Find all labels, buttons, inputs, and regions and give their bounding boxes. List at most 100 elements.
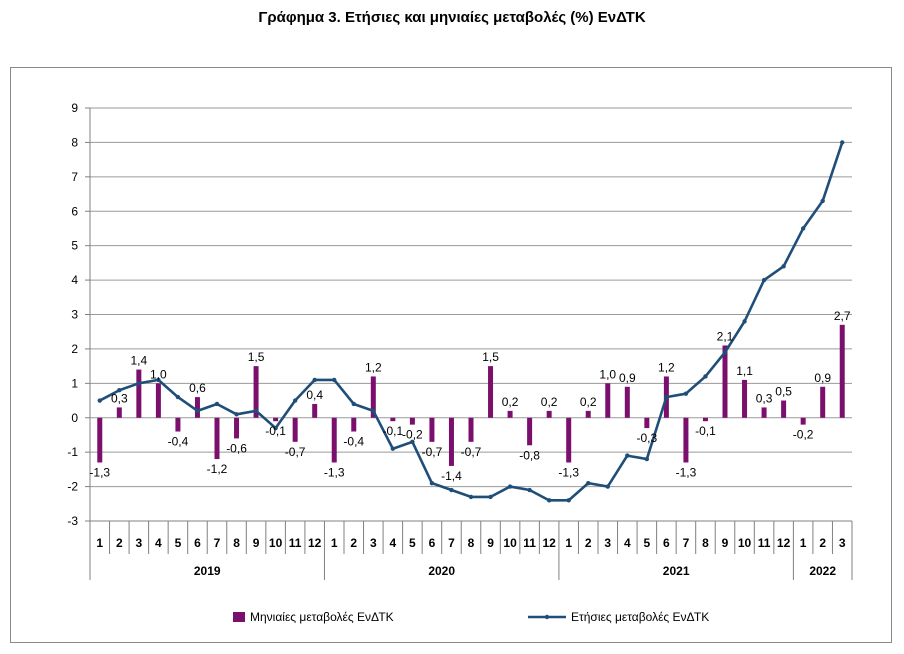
bar-monthly — [839, 324, 845, 418]
line-point — [449, 487, 454, 493]
bar-monthly — [292, 417, 298, 442]
bar-data-label: 1,5 — [248, 350, 265, 364]
bar-monthly — [566, 417, 572, 463]
x-tick-label: 10 — [503, 536, 517, 550]
x-tick-label: 2 — [585, 536, 592, 550]
bar-data-label: 2,1 — [717, 329, 734, 343]
x-tick-label: 1 — [565, 536, 572, 550]
y-tick-label: 6 — [71, 204, 78, 218]
line-point — [703, 374, 708, 379]
x-tick-label: 5 — [644, 536, 651, 550]
y-tick-label: -3 — [67, 514, 78, 528]
x-tick-label: 8 — [702, 536, 709, 550]
bar-monthly — [800, 417, 806, 425]
x-tick-label: 4 — [624, 536, 631, 550]
x-tick-label: 1 — [331, 536, 338, 550]
line-point — [156, 377, 161, 383]
line-point — [840, 140, 845, 145]
year-label: 2021 — [663, 564, 690, 578]
bar-monthly — [253, 366, 259, 418]
bar-data-label: 0,9 — [619, 371, 636, 385]
bar-monthly — [351, 417, 357, 432]
line-point — [527, 487, 532, 493]
line-point — [410, 439, 415, 445]
y-tick-label: -1 — [67, 445, 78, 459]
bar-data-label: 0,3 — [756, 391, 773, 405]
y-tick-label: 4 — [71, 273, 78, 287]
bar-monthly — [585, 410, 591, 418]
bar-monthly — [605, 383, 611, 418]
bar-data-label: 0,3 — [111, 391, 128, 405]
bar-monthly — [312, 403, 318, 418]
bar-data-label: -1,3 — [558, 465, 579, 479]
line-point — [273, 425, 278, 431]
bar-data-label: -0,1 — [383, 424, 404, 438]
line-point — [644, 456, 650, 462]
y-tick-label: 2 — [71, 342, 78, 356]
x-tick-label: 9 — [253, 536, 260, 550]
x-tick-label: 11 — [289, 536, 302, 550]
bar-data-label: 0,5 — [775, 385, 792, 399]
bar-monthly — [175, 417, 181, 432]
bar-data-label: 0,6 — [189, 381, 206, 395]
line-point — [390, 446, 396, 451]
line-point — [332, 377, 337, 383]
x-tick-label: 4 — [390, 536, 397, 550]
bar-monthly — [409, 417, 415, 425]
bar-monthly — [370, 376, 376, 418]
bar-data-label: -0,7 — [461, 445, 482, 459]
line-point — [800, 226, 806, 231]
bar-data-label: -0,1 — [695, 424, 716, 438]
y-tick-label: -2 — [67, 480, 78, 494]
bar-data-label: 1,5 — [482, 350, 499, 364]
bar-monthly — [624, 386, 630, 418]
x-tick-label: 3 — [136, 536, 143, 550]
x-tick-label: 2 — [350, 536, 357, 550]
x-tick-label: 8 — [468, 536, 475, 550]
line-point — [722, 350, 728, 355]
bar-monthly — [429, 417, 435, 442]
y-tick-label: 0 — [71, 411, 78, 425]
bar-monthly — [234, 417, 240, 439]
bar-monthly — [155, 383, 161, 418]
bar-data-label: -0,7 — [422, 445, 443, 459]
x-tick-label: 8 — [233, 536, 240, 550]
line-point — [175, 394, 181, 400]
x-tick-label: 12 — [777, 536, 791, 550]
x-tick-label: 11 — [758, 536, 771, 550]
line-point — [820, 198, 825, 204]
x-tick-label: 6 — [194, 536, 201, 550]
x-tick-label: 12 — [308, 536, 322, 550]
chart-title: Γράφημα 3. Ετήσιες και μηνιαίες μεταβολέ… — [258, 9, 646, 26]
line-point — [292, 398, 298, 403]
bar-monthly — [820, 386, 826, 418]
y-tick-label: 3 — [71, 308, 78, 322]
x-tick-label: 7 — [448, 536, 455, 550]
y-tick-label: 7 — [71, 170, 78, 184]
bar-data-label: 0,2 — [580, 395, 597, 409]
x-tick-label: 10 — [738, 536, 752, 550]
bar-monthly — [644, 417, 650, 429]
bar-monthly — [194, 397, 200, 418]
x-tick-label: 7 — [214, 536, 221, 550]
line-point — [253, 408, 259, 414]
bar-data-label: 1,1 — [736, 364, 753, 378]
line-point — [214, 401, 220, 407]
bar-data-label: 0,2 — [541, 395, 558, 409]
bar-data-label: -0,4 — [168, 435, 189, 449]
bar-monthly — [116, 407, 122, 418]
bar-monthly — [702, 417, 708, 422]
legend-marker-annual — [544, 614, 550, 620]
line-point — [625, 453, 630, 458]
bar-monthly — [273, 417, 279, 422]
bar-monthly — [136, 369, 142, 418]
bar-monthly — [331, 417, 337, 463]
line-point — [781, 264, 786, 269]
line-point — [351, 401, 356, 407]
line-point — [546, 498, 552, 503]
bar-monthly — [488, 366, 494, 418]
x-tick-label: 9 — [722, 536, 729, 550]
bar-data-label: -0,7 — [285, 445, 306, 459]
bar-data-label: 1,0 — [150, 367, 167, 381]
bar-data-label: 1,2 — [658, 360, 675, 374]
